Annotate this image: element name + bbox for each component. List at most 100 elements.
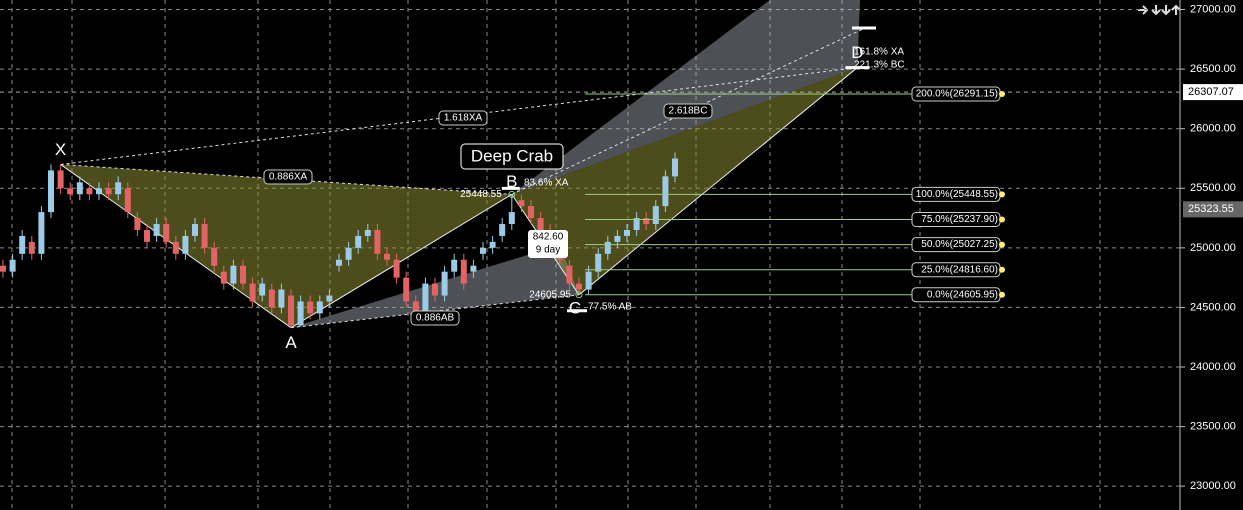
price-note: 25448.55 [460,189,502,200]
candle-body [19,235,26,254]
fib-dot [999,216,1005,223]
pattern-leg [578,67,858,296]
candle-body [643,218,650,225]
candle-body [211,247,218,266]
candle-body [67,188,74,195]
annotation: 77.5% AB [588,302,632,313]
arrow-up[interactable] [1171,4,1181,15]
pattern-ratio-line [511,27,866,195]
arrow-down[interactable] [1161,5,1171,16]
candle-body [614,235,621,242]
move-box-text: 9 day [536,245,560,256]
candle-body [182,235,189,254]
point-dot [575,291,583,299]
candle-body [86,188,93,195]
candle-body [460,259,467,284]
pattern-area-xab [60,164,512,328]
fib-dot [999,191,1005,198]
candle-body [336,259,342,266]
candle-body [624,229,630,236]
fib-dot [999,241,1005,248]
candle-body [288,295,294,326]
fib-label: 50.0%(25027.25) [921,239,998,250]
candle-body [105,188,112,195]
candle-body [307,301,314,314]
pattern-area-grey [511,0,860,195]
toolbar-arrows[interactable] [1138,4,1181,16]
candle-body [172,241,179,254]
y-tick-label: 25000.00 [1190,242,1236,254]
candle-body [57,170,64,189]
candle-body [480,247,486,254]
y-tick-label: 25500.00 [1190,182,1236,194]
annotation-box [663,103,713,119]
fib-dot [999,291,1005,298]
annotation: 221.3% BC [854,60,905,71]
candle-body [633,218,640,230]
annotation: 2.618BC [669,106,708,117]
candle-body [422,283,429,314]
candle-body [451,259,458,272]
candle-body [393,259,400,278]
candle-body [0,265,6,272]
point-dot [508,190,516,198]
price-marker-label: 25323.55 [1188,203,1234,215]
candle-body [163,224,170,242]
pattern-name: Deep Crab [471,146,553,165]
candle-body [403,277,410,302]
y-tick-label: 26500.00 [1190,63,1236,75]
annotation-box [263,169,313,185]
candle-body [652,206,659,225]
candle-body [537,218,544,230]
candle-body [192,224,198,236]
candle-body [499,224,506,236]
candle-body [384,253,390,260]
point-label: C [569,298,581,317]
candle-body [326,295,333,302]
fib-label: 25.0%(24816.60) [921,264,998,275]
annotation: 83.6% XA [524,178,569,189]
pattern-ratio-line [60,67,858,165]
y-tick-label: 23500.00 [1190,420,1236,432]
candle-body [115,182,122,195]
candle-body [38,212,45,254]
price-marker-box [1183,84,1243,101]
candle-body [374,229,381,254]
candle-body [76,182,83,195]
candle-body [96,188,102,195]
annotation: 0.886AB [416,313,455,324]
candle-body [412,301,419,314]
candle-body [585,271,592,290]
candle-body [441,271,448,296]
annotation: 1.618XA [444,113,483,124]
vertical-grid [11,0,1101,510]
candle-body [316,301,323,314]
candle-body [566,265,573,284]
candle-body [528,206,534,219]
candle-body [576,283,582,290]
candle-body [662,176,669,207]
price-marker-box [1183,201,1243,218]
point-label: D [851,43,863,62]
candle-body [9,259,16,272]
candle-body [518,200,525,207]
candle-body [278,289,285,308]
annotation: 161.8% XA [854,47,904,58]
move-box [528,230,568,258]
candle-body [144,229,150,242]
fib-label: 100.0%(25448.55) [916,189,998,200]
annotation-box [438,110,488,126]
candle-body [595,253,602,272]
fib-label: 0.0%(24605.95) [927,289,998,300]
y-tick-label: 23000.00 [1190,480,1236,492]
point-label: X [55,140,66,159]
fib-label: 75.0%(25237.90) [921,214,998,225]
pattern-name-box [460,143,564,170]
point-label: A [285,333,297,352]
fib-dot [999,266,1005,273]
candle-body [134,218,141,230]
price-marker-label: 26307.07 [1188,86,1234,98]
candle-body [259,283,266,296]
candle-body [355,235,362,248]
